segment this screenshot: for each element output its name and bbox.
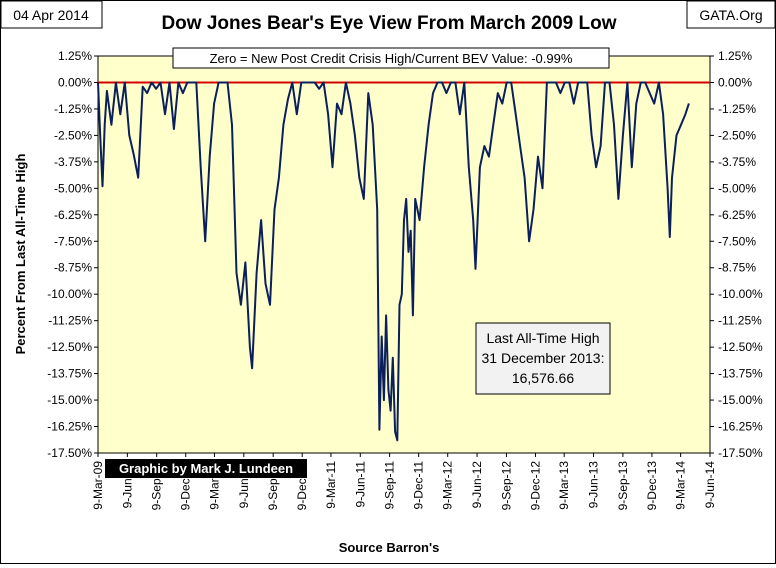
source-box bbox=[686, 0, 776, 29]
credit-label: Graphic by Mark J. Lundeen bbox=[119, 461, 293, 476]
y-tick-label-left: -6.25% bbox=[54, 208, 92, 222]
annotation-line-2: 31 December 2013: bbox=[482, 350, 605, 366]
date-label: 04 Apr 2014 bbox=[13, 7, 89, 23]
y-tick-label-left: -7.50% bbox=[54, 234, 92, 248]
y-tick-label-right: -5.00% bbox=[718, 181, 756, 195]
y-axis-right: 1.25% 0.00% -1.25% -2.50% -3.75% -5.00% -6.25%… bbox=[710, 49, 763, 460]
source-label: GATA.Org bbox=[699, 7, 762, 23]
y-axis-left: 1.25% 0.00% -1.25% -2.50% -3.75% -5.00% -6.25%… bbox=[47, 49, 98, 460]
x-axis-label: Source Barron's bbox=[339, 540, 440, 555]
chart-subtitle: Zero = New Post Credit Crisis High/Curre… bbox=[210, 51, 573, 66]
y-tick-label-left: -2.50% bbox=[54, 128, 92, 142]
annotation-line-1: Last All-Time High bbox=[486, 330, 599, 346]
y-tick-label-right: -3.75% bbox=[718, 155, 756, 169]
x-tick-label: 9-Jun-11 bbox=[353, 461, 367, 508]
x-tick-label: 9-Dec-11 bbox=[412, 461, 426, 510]
date-box bbox=[0, 0, 103, 29]
y-tick-label-right: 0.00% bbox=[718, 75, 752, 89]
x-tick-label: 9-Dec-12 bbox=[528, 461, 542, 511]
x-tick-label: 9-Jun-14 bbox=[703, 461, 717, 509]
y-tick-label-left: -10.00% bbox=[47, 287, 92, 301]
y-tick-label-right: -1.25% bbox=[718, 102, 756, 116]
y-axis-label: Percent From Last All-Time High bbox=[13, 154, 28, 355]
y-tick-label-right: -17.50% bbox=[718, 446, 763, 460]
annotation-line-3: 16,576.66 bbox=[512, 370, 574, 386]
x-tick-label: 9-Mar-12 bbox=[441, 461, 455, 510]
credit-box bbox=[105, 459, 307, 478]
y-tick-label-left: 1.25% bbox=[58, 49, 92, 63]
chart-title: Dow Jones Bear's Eye View From March 200… bbox=[161, 13, 616, 34]
y-tick-label-right: -6.25% bbox=[718, 208, 756, 222]
y-tick-label-left: 0.00% bbox=[58, 75, 92, 89]
annotation-box bbox=[475, 322, 611, 395]
y-tick-label-left: -13.75% bbox=[47, 367, 92, 381]
y-tick-label-left: -16.25% bbox=[47, 420, 92, 434]
x-tick-label: 9-Jun-13 bbox=[587, 461, 601, 509]
y-tick-label-left: -15.00% bbox=[47, 393, 92, 407]
x-tick-label: 9-Sep-12 bbox=[499, 461, 513, 511]
series-line bbox=[97, 81, 690, 442]
y-tick-label-right: -12.50% bbox=[718, 340, 763, 354]
y-tick-label-right: -13.75% bbox=[718, 367, 763, 381]
y-tick-label-left: -5.00% bbox=[54, 181, 92, 195]
y-tick-label-left: -11.25% bbox=[48, 314, 92, 328]
x-tick-label: 9-Sep-13 bbox=[616, 461, 630, 511]
x-tick-label: 9-Sep-11 bbox=[383, 461, 397, 510]
x-tick-label: 9-Mar-13 bbox=[557, 461, 571, 510]
x-tick-label: 9-Mar-11 bbox=[324, 461, 338, 509]
x-tick-label: 9-Dec-13 bbox=[645, 461, 659, 511]
x-tick-label: 9-Mar-09 bbox=[91, 461, 105, 510]
y-tick-label-right: -11.25% bbox=[718, 314, 762, 328]
y-tick-label-right: -10.00% bbox=[718, 287, 763, 301]
y-tick-label-right: -2.50% bbox=[718, 128, 756, 142]
plot-area bbox=[97, 55, 711, 454]
y-tick-label-left: -1.25% bbox=[54, 102, 92, 116]
y-tick-label-left: -8.75% bbox=[54, 261, 92, 275]
x-tick-label: 9-Jun-12 bbox=[470, 461, 484, 509]
y-tick-label-left: -17.50% bbox=[47, 446, 92, 460]
x-tick-label: 9-Mar-14 bbox=[674, 461, 688, 510]
y-tick-label-left: -12.50% bbox=[47, 340, 92, 354]
y-tick-label-right: 1.25% bbox=[718, 49, 752, 63]
y-tick-label-right: -15.00% bbox=[718, 393, 763, 407]
y-tick-label-right: -8.75% bbox=[718, 261, 756, 275]
y-tick-label-right: -16.25% bbox=[718, 420, 763, 434]
y-tick-label-right: -7.50% bbox=[718, 234, 756, 248]
y-tick-label-left: -3.75% bbox=[54, 155, 92, 169]
subtitle-box bbox=[172, 47, 610, 69]
